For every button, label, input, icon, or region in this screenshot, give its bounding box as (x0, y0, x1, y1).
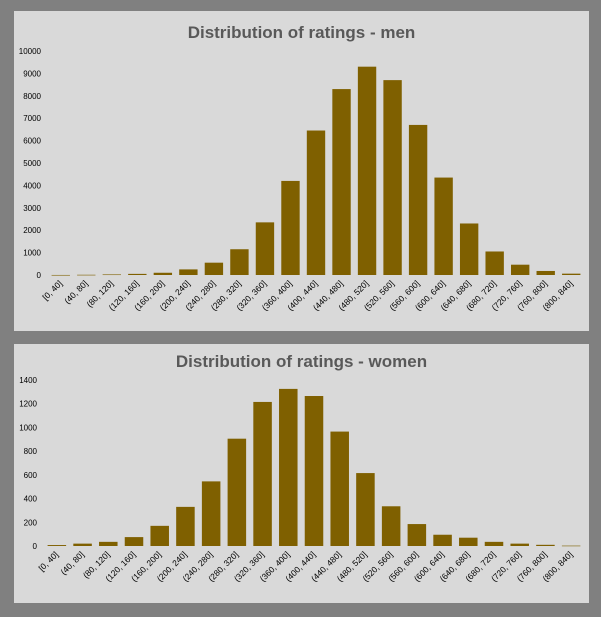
bar (510, 543, 529, 546)
bar (485, 251, 504, 275)
y-tick-label: 1000 (23, 249, 41, 258)
bar (356, 473, 375, 546)
bar (201, 481, 221, 546)
y-tick-label: 2000 (23, 226, 41, 235)
bar (128, 273, 147, 275)
bar (51, 274, 70, 276)
bar (99, 541, 118, 546)
bar (536, 270, 555, 275)
bar (484, 541, 504, 546)
bar (357, 66, 377, 276)
y-tick-label: 3000 (23, 204, 41, 213)
bar (381, 506, 401, 546)
y-tick-label: 600 (24, 471, 38, 480)
y-tick-label: 800 (24, 447, 38, 456)
x-tick-label: [0, 40] (40, 278, 64, 302)
y-tick-label: 8000 (23, 92, 41, 101)
bar (407, 524, 427, 546)
bar (408, 124, 428, 275)
bar (332, 89, 351, 275)
bar (459, 223, 479, 275)
bar (281, 180, 300, 275)
bar (561, 545, 581, 547)
bar (47, 545, 67, 546)
bar (562, 273, 581, 275)
bar (433, 534, 452, 546)
y-tick-label: 5000 (23, 159, 41, 168)
bar (255, 222, 275, 275)
y-tick-label: 0 (37, 271, 42, 280)
chart-men: Distribution of ratings - men 0 1000 2000 3… (19, 23, 581, 312)
chart-panel-women: Distribution of ratings - women 0 200 400 6… (14, 344, 589, 603)
bar (536, 544, 555, 546)
y-tick-label: 1000 (19, 423, 37, 432)
y-tick-label: 9000 (23, 69, 41, 78)
y-tick-label: 200 (24, 518, 38, 527)
bar (253, 401, 272, 546)
y-tick-label: 1200 (19, 400, 37, 409)
bar (176, 506, 195, 546)
y-tick-label: 10000 (19, 47, 42, 56)
bar (77, 274, 96, 276)
bar (153, 272, 173, 275)
bar (124, 537, 144, 546)
bar (434, 177, 453, 275)
y-tick-label: 6000 (23, 137, 41, 146)
bar (227, 438, 247, 546)
bar (383, 80, 402, 276)
bar (279, 388, 298, 546)
chart-title: Distribution of ratings - men (188, 23, 416, 42)
bar (179, 269, 198, 275)
bar (459, 537, 478, 546)
chart-women: Distribution of ratings - women 0 200 400 6… (19, 352, 581, 583)
bar (73, 543, 92, 546)
bar (204, 262, 224, 275)
y-tick-label: 4000 (23, 181, 41, 190)
y-tick-label: 1400 (19, 376, 37, 385)
bar (330, 431, 349, 546)
y-tick-label: 0 (33, 542, 38, 551)
bar (150, 525, 169, 546)
chart-panel-men: Distribution of ratings - men 0 1000 2000 3… (14, 11, 589, 331)
chart-title: Distribution of ratings - women (176, 352, 427, 371)
bar (102, 274, 121, 276)
x-tick-label: [0, 40] (36, 549, 60, 573)
bar (511, 264, 530, 275)
bar (306, 130, 326, 275)
bar (230, 249, 249, 275)
y-tick-label: 400 (24, 495, 38, 504)
y-tick-label: 7000 (23, 114, 41, 123)
bar (304, 396, 324, 546)
